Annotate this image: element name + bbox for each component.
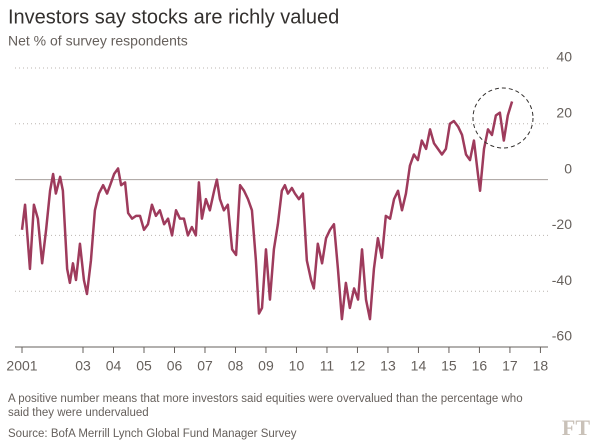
x-tick-label: 07 [197,358,213,374]
x-tick-label: 10 [289,358,305,374]
x-tick-label: 16 [472,358,488,374]
highlight-circle [472,87,534,149]
note: A positive number means that more invest… [8,393,523,419]
y-tick-label: -40 [552,272,572,288]
y-tick-label: -60 [552,328,572,344]
x-tick-label: 15 [441,358,457,374]
axes: 40 20 0 -20 -40 -60 2001 03 04 05 06 07 08 09 10 11 12 13… [6,49,572,374]
x-tick-label: 04 [106,358,122,374]
x-tick-label: 2001 [6,358,37,374]
x-tick-label: 17 [502,358,518,374]
x-tick-label: 14 [411,358,427,374]
x-tick-label: 03 [75,358,91,374]
note-box: A positive number means that more invest… [8,393,523,419]
x-tick-label: 08 [228,358,244,374]
source: Source: BofA Merrill Lynch Global Fund M… [8,428,297,440]
x-tick-label: 12 [350,358,366,374]
chart-title: Investors say stocks are richly valued [8,6,339,28]
y-tick-label: 20 [556,105,572,121]
x-tick-label: 05 [136,358,152,374]
x-tick-label: 11 [320,358,335,374]
x-tick-label: 09 [258,358,274,374]
logo: FT [562,415,590,440]
x-tick-label: 13 [380,358,396,374]
y-tick-label: 40 [556,49,572,65]
series-line [20,101,514,321]
chart-subtitle: Net % of survey respondents [8,33,188,49]
y-tick-label: -20 [552,216,572,232]
x-tick-label: 18 [533,358,549,374]
x-tick-label: 06 [167,358,183,374]
y-tick-label: 0 [564,160,572,176]
